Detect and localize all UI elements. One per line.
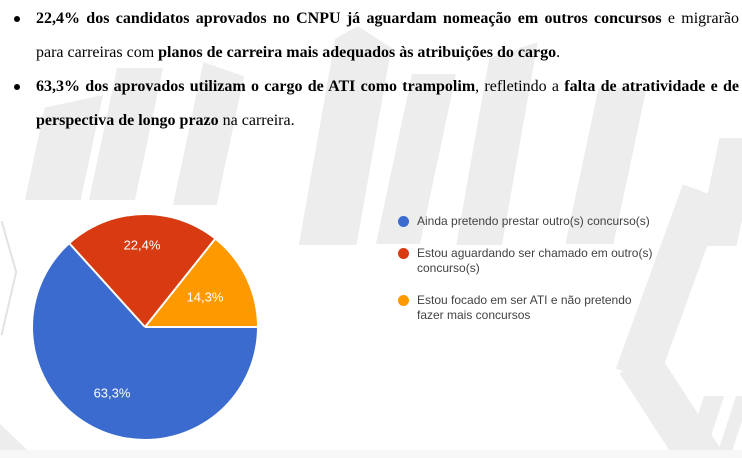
text-segment: , refletindo a: [475, 78, 565, 95]
legend-color-dot: [398, 216, 409, 227]
watermark-bottom-band: [0, 450, 742, 458]
text-segment: 63,3% dos aprovados utilizam o cargo de …: [36, 78, 476, 95]
pie-slice-label: 22,4%: [123, 237, 161, 253]
legend-color-dot: [398, 248, 409, 259]
legend-label: Estou aguardando ser chamado em outro(s)…: [417, 246, 653, 275]
text-segment: planos de carreira mais adequados às atr…: [158, 44, 557, 61]
text-segment: na carreira.: [218, 112, 295, 129]
text-segment: .: [556, 44, 561, 61]
bullet-item: 63,3% dos aprovados utilizam o cargo de …: [12, 70, 739, 138]
legend-label: Ainda pretendo prestar outro(s) concurso…: [417, 214, 650, 228]
slice-separator: [145, 326, 257, 328]
legend-item: Estou aguardando ser chamado em outro(s)…: [398, 246, 655, 276]
chart-legend: Ainda pretendo prestar outro(s) concurso…: [398, 214, 655, 340]
legend-color-dot: [398, 295, 409, 306]
bullet-list: 22,4% dos candidatos aprovados no CNPU j…: [0, 0, 742, 138]
text-segment: e migrarão para carreiras com: [36, 10, 740, 61]
pie-chart: 22,4% 14,3% 63,3%: [33, 215, 257, 439]
legend-label: Estou focado em ser ATI e não pretendo f…: [417, 293, 632, 322]
pie-slice-label: 14,3%: [186, 289, 224, 305]
slice-separator: [69, 243, 146, 328]
legend-item: Ainda pretendo prestar outro(s) concurso…: [398, 214, 655, 229]
watermark-line: [0, 270, 18, 336]
legend-item: Estou focado em ser ATI e não pretendo f…: [398, 293, 655, 323]
text-segment: 22,4% dos candidatos aprovados no CNPU j…: [36, 10, 662, 27]
bullet-item: 22,4% dos candidatos aprovados no CNPU j…: [12, 2, 739, 70]
text-segment: falta de atratividade e de perspectiva d…: [36, 78, 740, 129]
pie-slice-label: 63,3%: [93, 385, 131, 401]
watermark-line: [0, 220, 18, 274]
